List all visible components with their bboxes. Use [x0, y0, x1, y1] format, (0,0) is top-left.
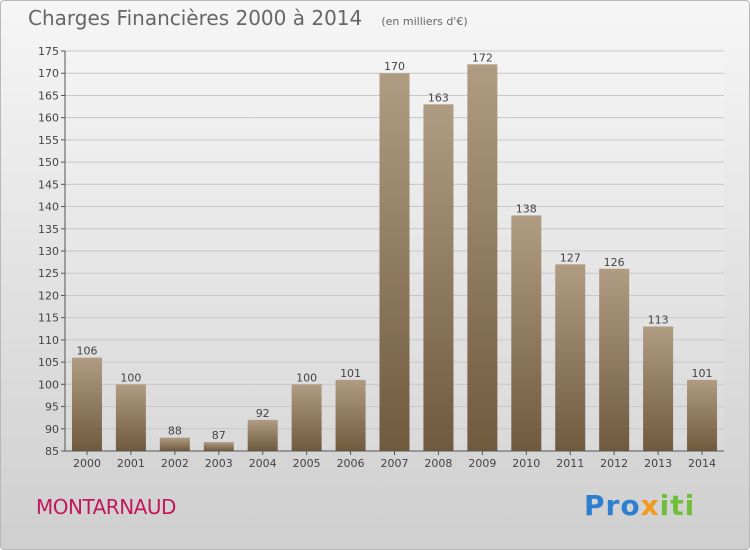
data-label-2011: 127 [560, 251, 581, 264]
bar-2004 [247, 419, 278, 451]
bar-2003 [203, 442, 234, 451]
brand-part-2: x [640, 489, 660, 522]
y-tick-label: 150 [38, 156, 59, 169]
bar-2000 [71, 357, 102, 451]
data-label-2007: 170 [384, 60, 405, 73]
data-label-2013: 113 [648, 314, 669, 327]
bar-2014 [687, 379, 718, 451]
bar-2007 [379, 73, 410, 451]
x-tick-label-2011: 2011 [556, 457, 584, 470]
x-tick-label-2009: 2009 [468, 457, 496, 470]
axes [61, 50, 724, 455]
y-tick-label: 110 [38, 334, 59, 347]
brand-logo: Proxiti [584, 489, 695, 522]
bar-2008 [423, 104, 454, 451]
x-tick-label-2001: 2001 [117, 457, 145, 470]
x-tick-label-2008: 2008 [424, 457, 452, 470]
y-tick-label: 100 [38, 378, 59, 391]
labels: 85 90 95 100 105 110 115 120 125 130 135 140 145 150 1… [38, 45, 716, 470]
y-tick-label: 140 [38, 201, 59, 214]
title-block: Charges Financières 2000 à 2014 (en mill… [28, 6, 468, 30]
x-tick-label-2012: 2012 [600, 457, 628, 470]
x-tick-label-2000: 2000 [73, 457, 101, 470]
y-tick-label: 145 [38, 178, 59, 191]
chart-subtitle: (en milliers d'€) [381, 15, 468, 28]
chart-title: Charges Financières 2000 à 2014 [28, 6, 363, 30]
y-tick-label: 165 [38, 89, 59, 102]
data-label-2000: 106 [76, 345, 97, 358]
data-label-2003: 87 [212, 429, 226, 442]
brand-part-3: iti [659, 489, 696, 522]
y-tick-label: 120 [38, 289, 59, 302]
bar-2009 [467, 64, 498, 452]
data-label-2014: 101 [692, 367, 713, 380]
y-tick-label: 155 [38, 134, 59, 147]
bars [71, 64, 718, 452]
data-label-2010: 138 [516, 202, 537, 215]
x-tick-label-2010: 2010 [512, 457, 540, 470]
y-tick-label: 125 [38, 267, 59, 280]
data-label-2001: 100 [120, 371, 141, 384]
y-tick-label: 115 [38, 312, 59, 325]
brand-part-1: Pro [584, 489, 641, 522]
data-label-2004: 92 [256, 407, 270, 420]
commune-name: MONTARNAUD [36, 495, 176, 519]
y-tick-label: 105 [38, 356, 59, 369]
y-tick-label: 160 [38, 112, 59, 125]
bar-2011 [555, 264, 586, 451]
x-tick-label-2007: 2007 [381, 457, 409, 470]
y-tick-label: 170 [38, 67, 59, 80]
x-tick-label-2006: 2006 [337, 457, 365, 470]
x-tick-label-2013: 2013 [644, 457, 672, 470]
bar-2002 [159, 437, 190, 451]
y-tick-label: 95 [45, 401, 59, 414]
x-tick-label-2002: 2002 [161, 457, 189, 470]
y-tick-label: 85 [45, 445, 59, 458]
bar-2010 [511, 215, 542, 451]
x-tick-label-2014: 2014 [688, 457, 716, 470]
x-tick-label-2004: 2004 [249, 457, 277, 470]
bar-2001 [115, 384, 146, 451]
bar-2006 [335, 379, 366, 451]
y-tick-label: 130 [38, 245, 59, 258]
data-label-2005: 100 [296, 371, 317, 384]
x-tick-label-2003: 2003 [205, 457, 233, 470]
y-tick-label: 90 [45, 423, 59, 436]
x-tick-label-2005: 2005 [293, 457, 321, 470]
data-label-2006: 101 [340, 367, 361, 380]
bar-2012 [599, 268, 630, 451]
bar-2005 [291, 384, 322, 451]
y-tick-label: 135 [38, 223, 59, 236]
data-label-2002: 88 [168, 425, 182, 438]
data-label-2009: 172 [472, 51, 493, 64]
y-tick-label: 175 [38, 45, 59, 58]
data-label-2012: 126 [604, 256, 625, 269]
data-label-2008: 163 [428, 91, 449, 104]
bar-2013 [643, 326, 674, 451]
